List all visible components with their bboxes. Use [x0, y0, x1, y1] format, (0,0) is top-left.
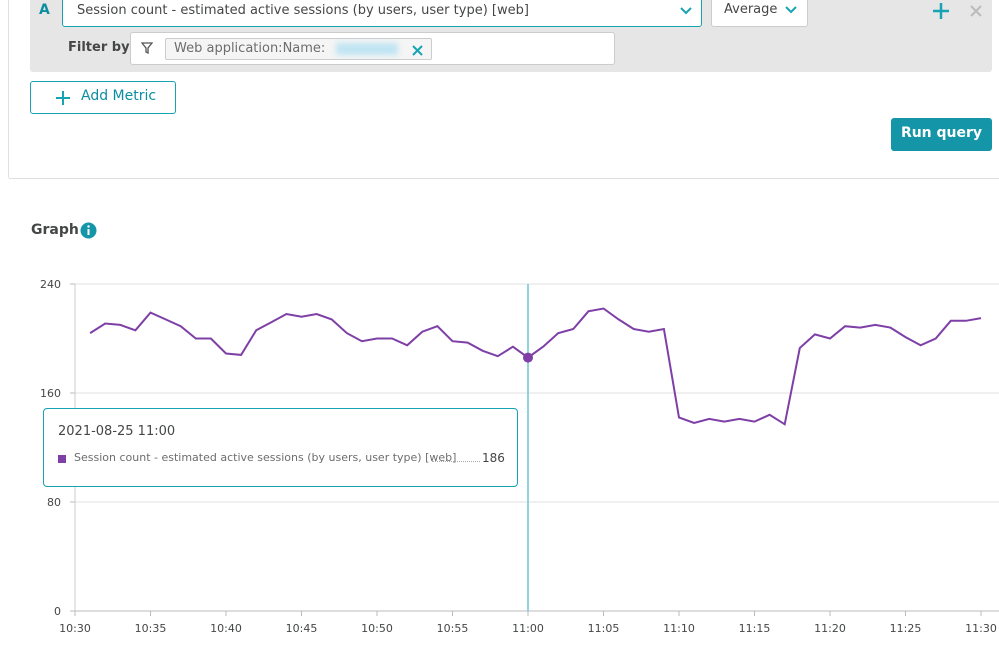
plus-icon [56, 91, 70, 105]
x-tick-label: 10:35 [135, 622, 167, 635]
add-metric-button[interactable]: Add Metric [30, 81, 176, 114]
section-title: Graph [31, 222, 79, 238]
tooltip-title: 2021-08-25 11:00 [58, 424, 176, 439]
add-metric-text: Add Metric [81, 88, 157, 104]
run-query-text: Run query [900, 125, 983, 141]
info-icon[interactable] [80, 222, 97, 239]
x-tick-label: 10:55 [437, 622, 469, 635]
x-tick-label: 10:45 [286, 622, 318, 635]
aggregation-text: Average [724, 2, 778, 17]
tooltip-series: Session count - estimated active session… [74, 451, 457, 464]
y-tick-label: 0 [54, 605, 61, 618]
x-tick-label: 11:20 [814, 622, 846, 635]
blurred-name [336, 43, 398, 55]
series-line [89, 307, 982, 426]
x-tick-label: 11:30 [965, 622, 997, 635]
tooltip-value: 186 [482, 451, 505, 465]
y-tick-label: 80 [47, 496, 61, 509]
filter-icon [141, 42, 153, 54]
y-tick-label: 160 [40, 387, 61, 400]
aggregation-select[interactable]: Average [711, 0, 808, 27]
chevron [680, 7, 692, 15]
x-tick-label: 10:50 [361, 622, 393, 635]
metric-select[interactable]: Session count - estimated active session… [62, 0, 702, 27]
x-tick-label: 11:05 [588, 622, 620, 635]
metric-text: Session count - estimated active session… [77, 3, 529, 18]
hover-point [523, 352, 533, 363]
add-button[interactable] [932, 2, 950, 20]
filter-chip-text: Web application:Name: [174, 41, 326, 56]
row-label: A [39, 2, 50, 18]
run-query-button[interactable]: Run query [891, 118, 992, 151]
x-tick-label: 10:40 [210, 622, 242, 635]
x-tick-label: 11:25 [890, 622, 922, 635]
filter-chip: Web application:Name: [165, 38, 432, 60]
x-tick-label: 11:00 [512, 622, 544, 635]
query-panel: A Session count - estimated active sessi… [30, 0, 992, 72]
x-tick-label: 10:30 [59, 622, 91, 635]
left-border [8, 0, 9, 178]
chip-remove[interactable] [412, 45, 423, 56]
y-tick-label: 240 [40, 278, 61, 291]
x-tick-label: 11:15 [739, 622, 771, 635]
filter-box[interactable]: Web application:Name: [130, 32, 615, 65]
divider [9, 178, 999, 179]
x-tick-label: 11:10 [663, 622, 695, 635]
tooltip-swatch [58, 455, 66, 463]
chevron [785, 6, 797, 14]
tooltip-dots [432, 461, 480, 462]
tooltip: 2021-08-25 11:00 Session count - estimat… [43, 408, 518, 487]
remove-button[interactable] [969, 4, 983, 18]
chart: 0 80 160 240 10:30 10:35 10:40 10:45 10:50 10:55 1… [40, 278, 999, 635]
filter-label: Filter by [68, 40, 130, 55]
